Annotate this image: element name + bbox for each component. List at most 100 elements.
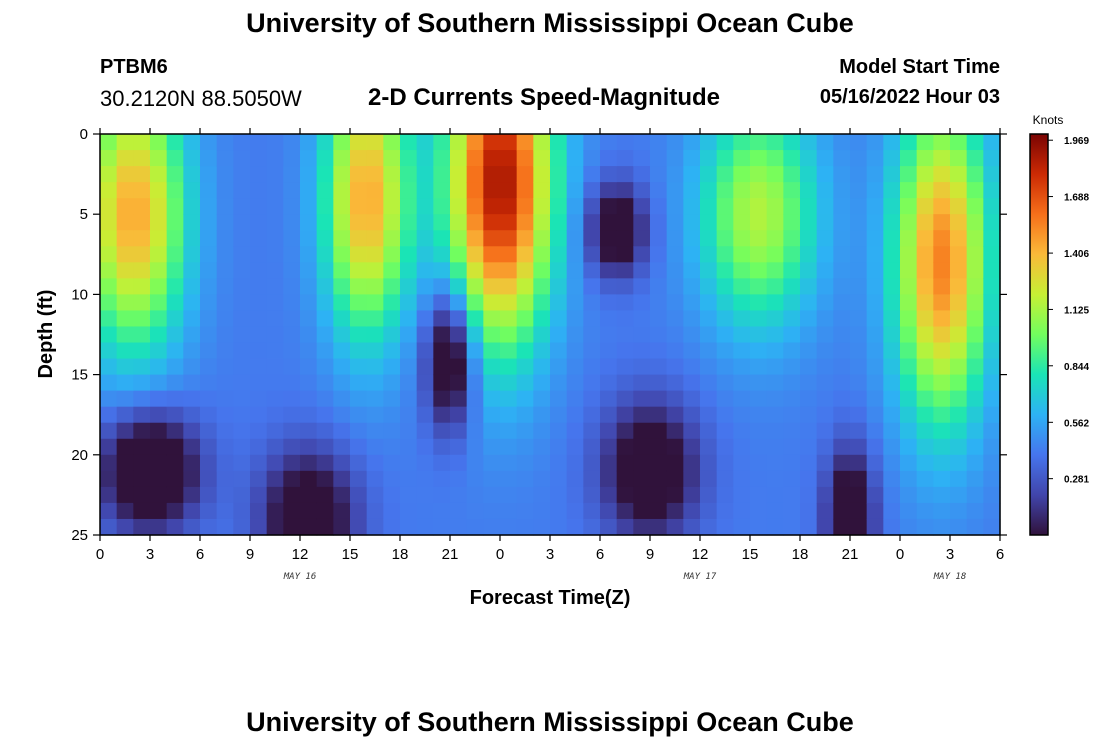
heatmap-cell (750, 166, 768, 183)
heatmap-cell (833, 182, 851, 199)
heatmap-cell (566, 486, 584, 504)
heatmap-cell (750, 198, 768, 215)
heatmap-cell (233, 230, 251, 247)
heatmap-cell (600, 134, 618, 151)
heatmap-cell (650, 182, 668, 199)
heatmap-cell (800, 406, 818, 424)
heatmap-cell (400, 358, 418, 376)
heatmap-cell (433, 198, 451, 215)
heatmap-cell (650, 214, 668, 231)
heatmap-cell (683, 390, 701, 408)
heatmap-cell (716, 374, 734, 392)
heatmap-cell (750, 326, 768, 344)
heatmap-cell (666, 438, 684, 456)
heatmap-cell (383, 502, 401, 520)
heatmap-cell (283, 326, 301, 344)
heatmap-cell (100, 134, 118, 151)
heatmap-cell (616, 342, 634, 360)
heatmap-cell (983, 422, 1001, 440)
heatmap-cell (400, 470, 418, 488)
heatmap-cell (566, 406, 584, 424)
heatmap-cell (883, 182, 901, 199)
heatmap-cell (233, 150, 251, 167)
heatmap-cell (950, 230, 968, 247)
heatmap-cell (350, 486, 368, 504)
heatmap-cell (316, 486, 334, 504)
heatmap-cell (616, 406, 634, 424)
colorbar-title: Knots (1033, 113, 1064, 127)
heatmap-cell (100, 342, 118, 360)
heatmap-cell (500, 214, 518, 231)
heatmap-cell (650, 470, 668, 488)
heatmap-cell (683, 374, 701, 392)
colorbar-tick-label: 1.969 (1064, 136, 1089, 147)
heatmap-cell (383, 422, 401, 440)
heatmap-cell (366, 390, 384, 408)
heatmap-cell (133, 278, 151, 295)
heatmap-cell (466, 230, 484, 247)
heatmap-cell (583, 294, 601, 312)
heatmap-cell (683, 406, 701, 424)
y-tick-label: 5 (80, 206, 88, 223)
heatmap-cell (500, 326, 518, 344)
x-tick-label: 9 (646, 546, 654, 563)
heatmap-cell (466, 342, 484, 360)
heatmap-cell (850, 486, 868, 504)
heatmap-cell (850, 518, 868, 536)
heatmap-cell (750, 310, 768, 328)
heatmap-cell (883, 390, 901, 408)
heatmap-cell (416, 182, 434, 199)
heatmap-cell (150, 294, 168, 312)
heatmap-cell (216, 486, 234, 504)
heatmap-cell (616, 438, 634, 456)
heatmap-cell (700, 262, 718, 279)
heatmap-cell (233, 406, 251, 424)
heatmap-cell (683, 198, 701, 215)
heatmap-cell (583, 470, 601, 488)
heatmap-cell (133, 406, 151, 424)
heatmap-cell (283, 262, 301, 279)
heatmap-cell (850, 198, 868, 215)
heatmap-cell (250, 518, 268, 536)
heatmap-cell (183, 518, 201, 536)
heatmap-cell (916, 198, 934, 215)
heatmap-cell (550, 214, 568, 231)
heatmap-cell (483, 422, 501, 440)
heatmap-cell (283, 358, 301, 376)
heatmap-cell (383, 150, 401, 167)
chart-subtitle: 2-D Currents Speed-Magnitude (368, 84, 721, 111)
heatmap-cell (433, 374, 451, 392)
heatmap-cell (216, 246, 234, 263)
heatmap-cell (466, 214, 484, 231)
heatmap-cell (566, 326, 584, 344)
heatmap-cell (950, 502, 968, 520)
heatmap-cell (833, 438, 851, 456)
heatmap-cell (800, 166, 818, 183)
heatmap-cell (216, 326, 234, 344)
heatmap-cell (700, 150, 718, 167)
heatmap-cell (316, 502, 334, 520)
heatmap-cell (283, 230, 301, 247)
heatmap-cell (633, 278, 651, 295)
heatmap-cell (100, 438, 118, 456)
heatmap-cell (766, 454, 784, 472)
heatmap-cell (750, 390, 768, 408)
heatmap-cell (633, 182, 651, 199)
heatmap-cell (183, 230, 201, 247)
heatmap-cell (333, 230, 351, 247)
x-tick-label: 18 (792, 546, 809, 563)
heatmap-cell (150, 470, 168, 488)
heatmap-cell (366, 294, 384, 312)
heatmap-cell (216, 134, 234, 151)
heatmap-cell (333, 214, 351, 231)
heatmap-cell (350, 422, 368, 440)
heatmap-cell (133, 182, 151, 199)
heatmap-cell (700, 342, 718, 360)
heatmap-cell (166, 294, 184, 312)
heatmap-cell (450, 230, 468, 247)
heatmap-cell (766, 422, 784, 440)
heatmap-cell (483, 198, 501, 215)
heatmap-cell (433, 358, 451, 376)
heatmap-cell (350, 518, 368, 536)
heatmap-cell (516, 294, 534, 312)
